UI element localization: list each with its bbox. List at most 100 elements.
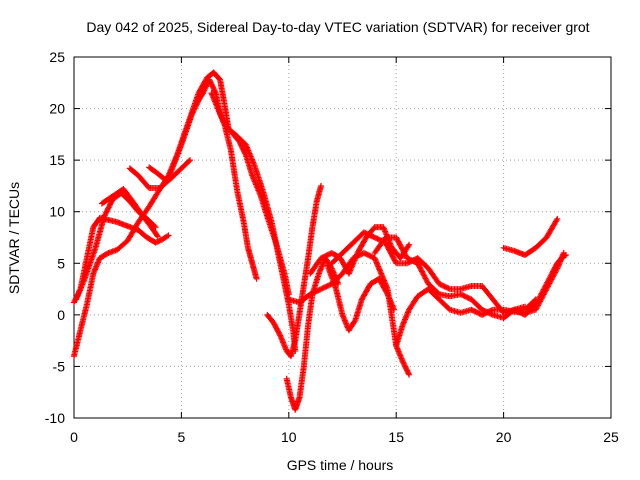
data-point-fill [340,240,356,255]
data-point-fill [147,187,163,209]
data-point-fill [284,377,294,399]
data-point-fill [544,217,560,240]
data-point-fill [98,250,111,261]
data-point [318,182,325,189]
data-point-fill [251,163,266,193]
data-point-fill [346,251,360,276]
data-point-fill [406,294,420,312]
data-point-fill [437,297,452,312]
x-tick-label: 20 [496,429,512,445]
data-point [199,90,206,97]
data-point-fill [362,250,377,261]
data-point [285,291,292,298]
data-point [154,233,161,240]
y-tick-label: -10 [45,410,65,426]
data-point [468,306,475,313]
data-point [360,249,367,256]
data-point-fill [372,235,388,255]
data-point-fill [415,261,431,286]
data-point-fill [168,166,184,181]
data-point-fill [325,263,339,291]
data-point-fill [426,266,442,286]
data-point-fill [405,255,420,266]
data-point-fill [84,272,97,306]
data-point-fill [243,153,255,178]
y-tick-label: 20 [49,101,65,117]
data-point-fill [84,225,97,260]
data-point [511,306,518,313]
data-point-fill [153,237,164,246]
data-point [307,291,314,298]
data-point-fill [125,220,141,243]
data-point [562,252,569,259]
y-tick-label: -5 [53,358,66,374]
data-point [360,229,367,236]
data-point-fill [215,106,227,126]
data-point-fill [555,256,564,266]
data-point-fill [100,194,115,206]
data-point-fill [264,215,279,245]
data-point-fill [415,256,431,271]
data-point-fill [469,297,485,312]
x-tick-label: 5 [178,429,186,445]
data-point-fill [147,165,160,176]
data-point-fill [277,333,290,353]
y-tick-label: 5 [57,255,65,271]
data-point-fill [91,216,102,230]
data-point-fill [82,246,98,281]
data-point-fill [249,174,264,198]
data-point-fill [359,282,373,302]
y-tick-label: 0 [57,307,65,323]
x-tick-label: 15 [388,429,404,445]
data-point-fill [329,251,345,266]
y-tick-label: 10 [49,204,65,220]
data-point [479,306,486,313]
data-point [406,371,413,378]
data-point [206,76,213,83]
data-point-fill [260,189,275,224]
data-point-fill [209,91,221,111]
data-point-fill [149,225,160,239]
data-point-fill [160,233,171,242]
data-point-fill [132,201,145,218]
data-point [391,306,398,313]
data-point-fill [101,197,116,219]
data-point [457,291,464,298]
data-point-fill [77,303,90,332]
data-point-fill [127,166,141,178]
axis-ticks: 0 5 10 15 20 25 -10 -5 0 5 10 15 20 25 [45,49,619,445]
series-11 [285,249,413,378]
data-point [371,234,378,241]
series-5 [126,157,193,191]
data-point-fill [559,252,568,261]
data-point-fill [73,277,88,301]
series-16 [393,249,567,349]
data-point [318,286,325,293]
data-point-fill [458,291,474,302]
chart-title: Day 042 of 2025, Sidereal Day-to-day VTE… [86,19,589,35]
data-point [403,255,410,262]
data-point-fill [136,228,149,240]
data-point-fill [288,339,298,358]
data-point-fill [245,246,255,265]
data-point-fill [196,75,210,95]
data-point-fill [437,281,452,292]
y-tick-label: 15 [49,152,65,168]
data-point-fill [308,286,323,297]
data-point [554,215,561,222]
series-18 [511,252,569,318]
data-point-fill [297,292,313,305]
plot-frame [73,56,612,419]
data-point-fill [314,184,324,203]
data-point-fill [163,153,180,183]
data-point-fill [206,78,219,95]
data-point-fill [372,256,384,276]
data-point-fill [71,328,84,358]
data-point-fill [393,323,406,348]
data-point-fill [90,256,103,276]
data-point-fill [301,323,311,368]
data-point-fill [362,229,377,240]
data-point-fill [523,297,538,312]
data-point-fill [115,238,130,252]
